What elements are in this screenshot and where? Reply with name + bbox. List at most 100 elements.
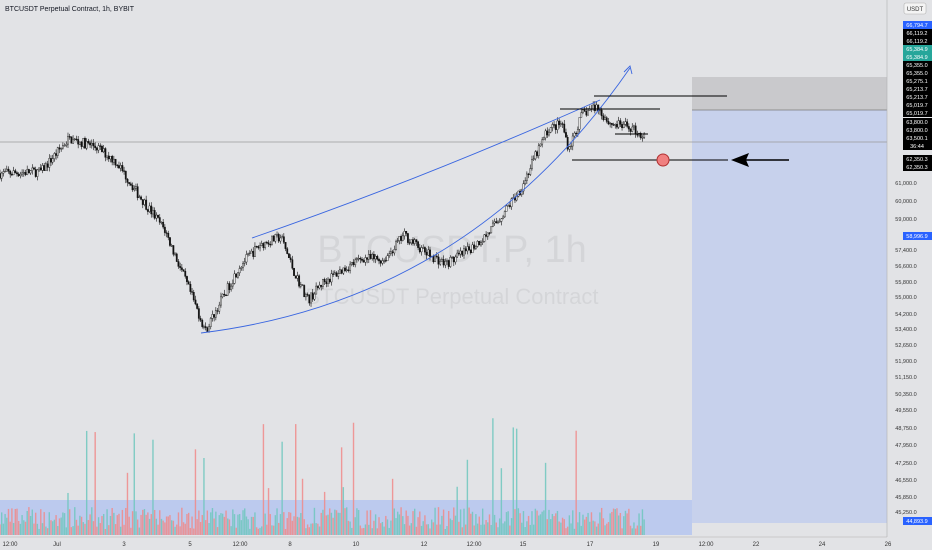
candle-body: [328, 278, 331, 283]
candle-body: [170, 245, 173, 247]
candle-body: [582, 109, 584, 113]
price-tick-label: 45,850.0: [895, 495, 916, 501]
volume-bar: [335, 510, 338, 535]
volume-bar: [485, 519, 487, 535]
candle-body: [226, 283, 229, 296]
candle-body: [162, 221, 165, 228]
volume-bar: [515, 428, 518, 535]
candle-body: [595, 104, 598, 112]
volume-bar: [361, 528, 363, 535]
volume-bar: [600, 507, 603, 535]
price-tag: [903, 134, 932, 142]
watermark-description: BTCUSDT Perpetual Contract: [305, 284, 598, 309]
volume-bar: [254, 512, 256, 535]
volume-bar: [295, 424, 297, 535]
candle-body: [0, 172, 3, 179]
volume-bar: [430, 519, 433, 535]
volume-bar: [165, 516, 168, 535]
volume-bar: [87, 520, 90, 535]
candle-body: [175, 253, 178, 262]
volume-bar: [12, 522, 15, 535]
candle-body: [0, 173, 1, 179]
volume-bar: [356, 508, 358, 535]
volume-bar: [177, 512, 180, 535]
volume-bar: [276, 508, 278, 535]
volume-bar: [393, 508, 396, 535]
candle-body: [541, 139, 544, 145]
price-tag: [903, 29, 932, 37]
candle-body: [490, 226, 493, 234]
volume-bar: [568, 515, 571, 535]
candle-body: [55, 153, 57, 156]
candle-body: [456, 252, 459, 258]
candle-body: [267, 242, 270, 245]
volume-bar: [169, 515, 171, 535]
candle-body: [604, 117, 606, 120]
volume-bar: [427, 524, 429, 535]
candle-body: [43, 165, 46, 171]
volume-bar: [526, 521, 528, 535]
candle-body: [420, 247, 423, 253]
volume-bar: [420, 525, 423, 535]
candle-body: [391, 251, 394, 254]
volume-bar: [327, 514, 329, 535]
candle-body: [9, 171, 12, 175]
candle-body: [94, 145, 97, 149]
volume-bar: [495, 522, 497, 535]
candle-body: [473, 244, 476, 249]
volume-bar: [369, 510, 372, 535]
price-tag-label: 66,794.7: [906, 23, 927, 29]
candle-body: [626, 121, 629, 127]
volume-bar: [208, 523, 210, 535]
candle-body: [390, 251, 392, 254]
candle-body: [532, 158, 535, 160]
marker-circle[interactable]: [656, 153, 670, 167]
volume-bar: [237, 514, 239, 535]
candle-body: [46, 163, 49, 168]
volume-bar: [366, 510, 368, 535]
price-tag-label: 66,119.2: [906, 39, 927, 45]
candle-body: [327, 278, 329, 284]
volume-bar: [227, 518, 229, 535]
volume-bar: [182, 522, 185, 535]
volume-bar: [133, 433, 135, 535]
candle-body: [395, 241, 397, 250]
volume-bar: [313, 507, 316, 535]
candle-body: [33, 167, 35, 170]
volume-bar: [46, 528, 49, 535]
volume-bar: [123, 524, 125, 535]
candle-body: [616, 124, 618, 128]
volume-bar: [636, 525, 639, 535]
volume-bar: [221, 513, 224, 535]
candle-body: [468, 246, 470, 251]
price-tag: [903, 155, 932, 163]
candle-body: [427, 249, 430, 256]
volume-bar: [432, 522, 435, 535]
volume-bar: [288, 512, 290, 535]
price-tick-label: 60,000.0: [895, 199, 916, 205]
price-tick-label: 45,250.0: [895, 510, 916, 516]
volume-bar: [565, 528, 567, 535]
candle-body: [323, 279, 326, 282]
volume-bar: [592, 520, 594, 535]
volume-bar: [249, 528, 251, 535]
volume-bar: [53, 519, 56, 535]
candle-body: [182, 269, 185, 272]
candle-body: [16, 172, 18, 175]
volume-bar: [119, 526, 122, 535]
candle-body: [527, 173, 530, 175]
volume-bar: [602, 518, 605, 535]
volume-bar: [373, 520, 375, 535]
candle-body: [491, 222, 494, 227]
volume-bar: [11, 508, 13, 535]
candle-body: [116, 164, 119, 167]
volume-bar: [376, 528, 379, 535]
candle-body: [345, 269, 348, 271]
volume-bar: [521, 522, 523, 535]
candle-body: [27, 169, 30, 174]
candle-body: [415, 239, 418, 243]
time-tick-label: 15: [520, 542, 527, 548]
candle-body: [629, 128, 632, 132]
currency-button[interactable]: [903, 2, 927, 15]
